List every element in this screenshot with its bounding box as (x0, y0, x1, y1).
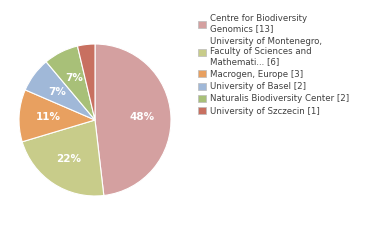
Wedge shape (25, 62, 95, 120)
Text: 11%: 11% (35, 112, 60, 122)
Text: 7%: 7% (65, 73, 83, 83)
Legend: Centre for Biodiversity
Genomics [13], University of Montenegro,
Faculty of Scie: Centre for Biodiversity Genomics [13], U… (198, 14, 349, 116)
Text: 22%: 22% (57, 154, 82, 164)
Wedge shape (78, 44, 95, 120)
Text: 48%: 48% (130, 112, 155, 122)
Wedge shape (46, 46, 95, 120)
Text: 7%: 7% (48, 87, 66, 97)
Wedge shape (22, 120, 104, 196)
Wedge shape (19, 90, 95, 142)
Wedge shape (95, 44, 171, 196)
